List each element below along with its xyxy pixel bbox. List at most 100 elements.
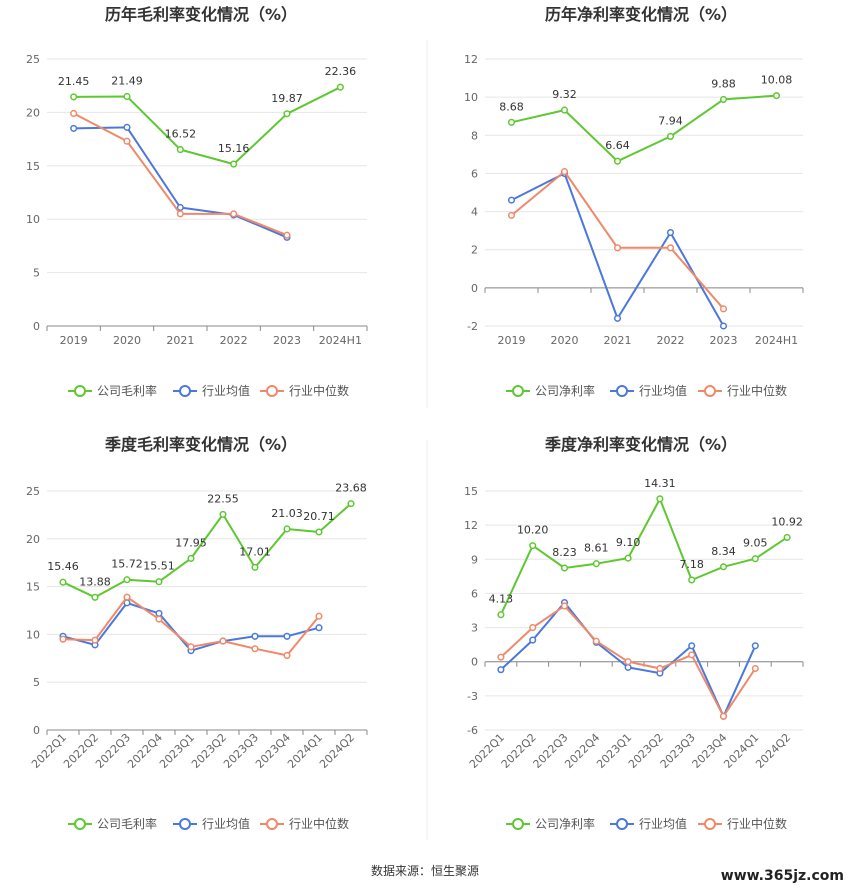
legend-label: 公司净利率 — [535, 816, 595, 831]
data-label: 10.08 — [761, 74, 793, 87]
data-point-company — [123, 576, 131, 584]
y-tick-label: 6 — [471, 587, 478, 600]
data-label: 20.71 — [303, 510, 335, 523]
data-label: 19.87 — [271, 92, 303, 105]
y-tick-label: 20 — [26, 106, 40, 119]
series-median — [497, 602, 759, 720]
y-tick-label: 20 — [26, 533, 40, 546]
legend: 公司毛利率 行业均值 行业中位数 — [68, 383, 349, 398]
data-point-median — [656, 664, 664, 673]
legend-label: 行业中位数 — [289, 816, 349, 831]
data-label: 9.05 — [743, 537, 768, 550]
data-point-median — [176, 210, 184, 218]
x-tick-label: 2022 — [657, 334, 685, 347]
data-point-avg — [176, 203, 184, 212]
data-point-company — [656, 495, 664, 503]
data-point-company — [123, 92, 131, 101]
data-label: 21.49 — [111, 74, 143, 87]
y-tick-label: 2 — [471, 244, 478, 257]
series-line-company — [62, 502, 352, 599]
data-point-median — [529, 624, 537, 632]
legend-label: 公司净利率 — [535, 383, 595, 398]
data-label: 10.20 — [517, 524, 549, 537]
series-line-company — [511, 94, 777, 163]
y-tick-label: -6 — [467, 724, 478, 737]
data-point-company — [336, 83, 344, 91]
data-point-company — [529, 542, 537, 550]
data-point-median — [123, 593, 131, 601]
chart-panel-3: 季度毛利率变化情况（%）05101520252022Q12022Q22022Q3… — [26, 435, 368, 831]
y-tick-label: 25 — [26, 53, 40, 66]
data-label: 7.18 — [679, 558, 704, 571]
x-tick-label: 2024Q2 — [317, 731, 357, 771]
data-point-company — [560, 106, 569, 114]
data-label: 8.23 — [552, 546, 577, 559]
data-label: 15.51 — [143, 560, 175, 573]
source-note: 数据来源：恒生聚源 — [371, 863, 479, 878]
data-point-company — [719, 95, 728, 103]
data-point-avg — [70, 124, 78, 132]
legend-item-median: 行业中位数 — [698, 383, 787, 398]
data-point-company — [688, 576, 696, 584]
y-tick-label: 0 — [33, 320, 40, 333]
data-point-median — [613, 244, 622, 252]
data-label: 9.10 — [616, 536, 641, 549]
data-point-avg — [251, 632, 259, 640]
series-median — [507, 167, 728, 313]
y-tick-label: 15 — [26, 581, 40, 594]
data-point-company — [507, 118, 516, 126]
data-point-company — [91, 593, 99, 601]
data-label: 16.52 — [165, 128, 197, 141]
data-label: 17.01 — [239, 545, 271, 558]
data-point-median — [666, 244, 675, 252]
data-point-avg — [666, 229, 675, 237]
watermark: www.365jz.com — [721, 868, 844, 884]
chart-panel-2: 历年净利率变化情况（%） -2 0 2 4 6 8 10 12 2019 2020 2021 2022 2… — [464, 5, 804, 398]
data-point-company — [283, 525, 291, 533]
data-point-company — [315, 528, 323, 536]
data-point-company — [251, 563, 259, 571]
data-point-median — [219, 637, 227, 645]
series-line-company — [73, 86, 341, 166]
data-point-median — [187, 643, 195, 651]
data-point-avg — [155, 609, 163, 617]
data-point-median — [497, 653, 505, 661]
data-label: 15.72 — [111, 558, 143, 571]
legend-item-company: 公司净利率 — [506, 816, 595, 831]
x-tick-label: 2024H1 — [755, 334, 798, 347]
data-label: 9.32 — [552, 88, 577, 101]
y-tick-label: 6 — [471, 167, 478, 180]
data-point-company — [155, 578, 163, 586]
legend-label: 行业均值 — [639, 816, 687, 831]
x-tick-label: 2019 — [60, 334, 88, 347]
legend-label: 公司毛利率 — [97, 816, 157, 831]
series-median — [70, 109, 291, 239]
data-label: 4.13 — [489, 593, 514, 606]
legend-item-avg: 行业均值 — [173, 383, 250, 398]
data-point-median — [283, 231, 291, 239]
x-tick-label: 2020 — [551, 334, 579, 347]
data-point-company — [719, 563, 728, 571]
data-label: 6.64 — [605, 139, 630, 152]
legend-item-company: 公司毛利率 — [68, 816, 157, 831]
legend-item-avg: 行业均值 — [610, 383, 687, 398]
data-point-avg — [613, 314, 622, 322]
legend-item-avg: 行业均值 — [173, 816, 250, 831]
series-median — [59, 593, 323, 659]
data-point-median — [59, 635, 67, 643]
x-tick-label: 2022 — [220, 334, 248, 347]
data-point-company — [624, 554, 632, 562]
legend-circle-icon — [512, 385, 524, 397]
data-point-avg — [123, 123, 131, 131]
data-point-company — [592, 560, 600, 568]
data-label: 15.16 — [218, 142, 250, 155]
y-tick-label: 25 — [26, 485, 40, 498]
legend: 公司净利率 行业均值 行业中位数 — [506, 816, 787, 831]
chart-title: 季度毛利率变化情况（%） — [104, 435, 297, 454]
chart-title: 历年净利率变化情况（%） — [545, 5, 737, 24]
y-tick-label: 0 — [471, 282, 478, 295]
data-label: 14.31 — [644, 477, 676, 490]
y-tick-label: 15 — [26, 160, 40, 173]
data-point-median — [719, 712, 728, 720]
